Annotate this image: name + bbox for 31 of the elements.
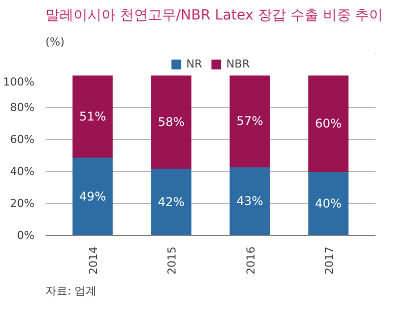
bar — [151, 76, 192, 169]
bar — [230, 76, 270, 168]
y-tick-label: 100% — [3, 76, 35, 88]
x-tick-label: 2015 — [166, 246, 179, 274]
y-tick-label: 60% — [10, 133, 35, 146]
text: 자료: 업계 — [46, 284, 97, 298]
data-label: 58% — [158, 114, 185, 129]
chart-title: 말레이시아 천연고무/NBR Latex 장갑 수출 비중 추이 — [46, 8, 384, 24]
y-tick-label: 80% — [10, 101, 35, 114]
data-label: 60% — [315, 116, 342, 130]
data-label: 40% — [315, 196, 342, 210]
x-tick-label: 2016 — [244, 246, 258, 274]
bar — [308, 76, 348, 172]
bar — [230, 166, 270, 236]
x-tick-label: 2017 — [322, 246, 336, 274]
bar — [308, 171, 348, 236]
data-label: 42% — [158, 194, 185, 209]
bar — [151, 168, 192, 236]
x-tick-label: 2014 — [87, 246, 100, 274]
legend-label: NR — [186, 58, 204, 70]
y-tick-label: 0% — [17, 229, 34, 242]
bar — [72, 76, 113, 158]
y-axis-title: (%) — [46, 36, 65, 48]
data-label: 49% — [79, 189, 106, 204]
data-label: 57% — [236, 114, 264, 128]
y-tick-label: 20% — [10, 197, 35, 210]
bar — [72, 156, 113, 236]
legend-label: NBR — [226, 58, 250, 70]
y-tick-label: 40% — [10, 165, 35, 178]
data-label: 43% — [236, 194, 264, 208]
data-label: 51% — [79, 109, 106, 124]
